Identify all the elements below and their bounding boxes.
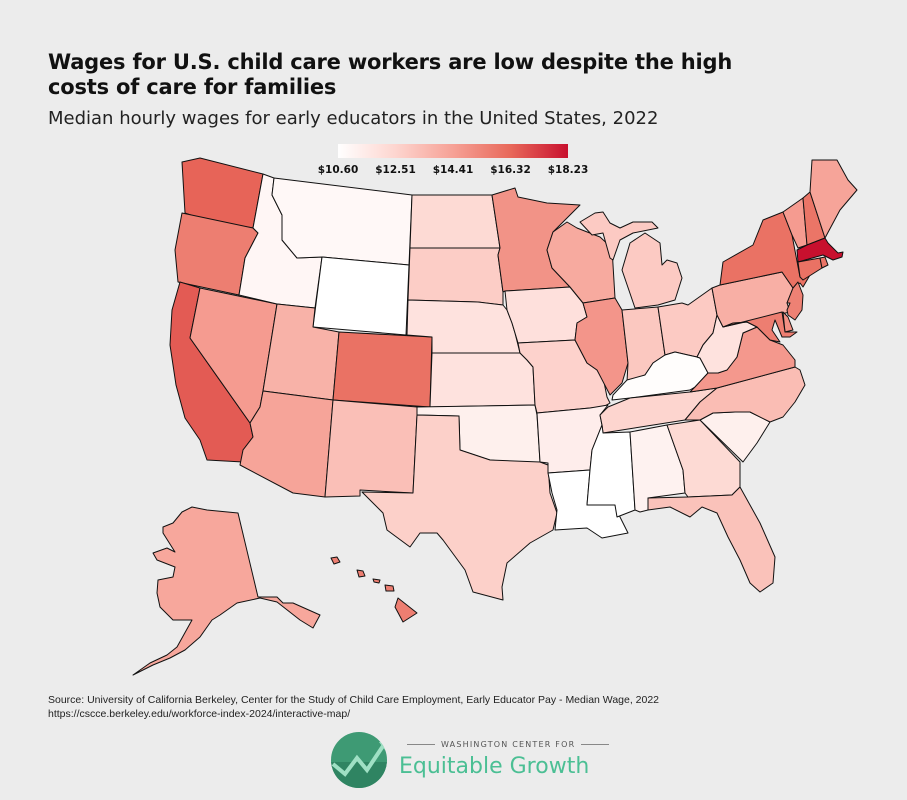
legend-gradient-bar — [338, 144, 568, 158]
state-shape[interactable] — [356, 569, 366, 578]
state-nc[interactable] — [684, 366, 806, 423]
state-ct[interactable] — [797, 257, 823, 281]
state-mt[interactable] — [271, 177, 413, 266]
state-shape[interactable] — [271, 177, 413, 266]
state-ma[interactable] — [796, 237, 844, 263]
state-shape[interactable] — [384, 584, 395, 592]
source-note: Source: University of California Berkele… — [48, 693, 659, 721]
logo-chart-icon — [331, 732, 387, 788]
state-nm[interactable] — [324, 399, 418, 498]
state-shape[interactable] — [312, 256, 410, 336]
state-shape[interactable] — [429, 352, 536, 408]
source-text: Source: University of California Berkele… — [48, 694, 660, 706]
state-shape[interactable] — [796, 237, 844, 263]
source-url[interactable]: https://cscce.berkeley.edu/workforce-ind… — [48, 708, 351, 720]
state-ia[interactable] — [504, 286, 588, 344]
state-ri[interactable] — [819, 256, 829, 269]
state-mi[interactable] — [579, 211, 683, 309]
color-legend: $10.60 $12.51 $14.41 $16.32 $18.23 — [318, 144, 588, 180]
legend-label: $16.32 — [490, 164, 531, 176]
state-shape[interactable] — [819, 256, 829, 269]
equitable-growth-logo: WASHINGTON CENTER FOR Equitable Growth — [331, 730, 591, 790]
legend-label: $10.60 — [317, 164, 359, 176]
state-tx[interactable] — [361, 414, 558, 601]
state-shape[interactable] — [684, 366, 806, 423]
state-shape[interactable] — [361, 414, 558, 601]
state-shape[interactable] — [324, 399, 418, 498]
state-il[interactable] — [574, 297, 629, 396]
state-vt[interactable] — [782, 197, 808, 249]
state-shape[interactable] — [132, 506, 321, 676]
state-shape[interactable] — [574, 297, 629, 396]
state-shape[interactable] — [782, 197, 808, 249]
state-shape[interactable] — [647, 486, 776, 593]
state-wy[interactable] — [312, 256, 410, 336]
state-nd[interactable] — [409, 194, 501, 249]
state-shape[interactable] — [407, 247, 504, 306]
logo-org-text: WASHINGTON CENTER FOR — [401, 740, 615, 749]
state-md[interactable] — [722, 311, 798, 343]
state-ky[interactable] — [611, 351, 709, 401]
state-shape[interactable] — [611, 351, 709, 401]
state-ak[interactable] — [132, 506, 321, 676]
state-shape[interactable] — [797, 257, 823, 281]
state-me[interactable] — [809, 159, 858, 239]
state-shape[interactable] — [579, 211, 659, 261]
state-shape[interactable] — [809, 159, 858, 239]
state-shape[interactable] — [372, 578, 381, 584]
state-shape[interactable] — [786, 281, 804, 321]
state-sd[interactable] — [407, 247, 504, 306]
chart-subtitle: Median hourly wages for early educators … — [48, 108, 659, 129]
state-co[interactable] — [332, 331, 433, 408]
state-shape[interactable] — [504, 286, 588, 344]
state-shape[interactable] — [394, 597, 418, 623]
legend-label: $14.41 — [432, 164, 474, 176]
state-fl[interactable] — [647, 486, 776, 593]
legend-label: $12.51 — [375, 164, 416, 176]
logo-name-text: Equitable Growth — [399, 754, 590, 779]
chart-title: Wages for U.S. child care workers are lo… — [48, 50, 733, 99]
state-hi[interactable] — [330, 556, 418, 623]
state-shape[interactable] — [722, 311, 798, 343]
state-shape[interactable] — [621, 232, 683, 309]
state-ks[interactable] — [429, 352, 536, 408]
state-shape[interactable] — [409, 194, 501, 249]
legend-label: $18.23 — [547, 164, 589, 176]
state-shape[interactable] — [330, 556, 341, 565]
state-nj[interactable] — [786, 281, 804, 321]
state-shape[interactable] — [332, 331, 433, 408]
